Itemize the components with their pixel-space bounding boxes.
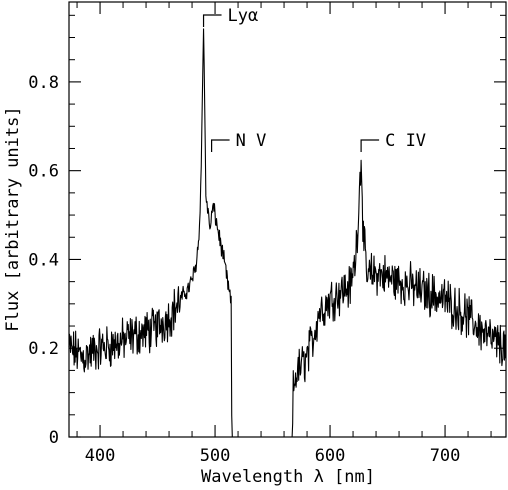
annotation-marker — [360, 139, 380, 152]
x-tick-label: 500 — [200, 446, 231, 466]
x-tick-label: 400 — [85, 446, 116, 466]
x-tick-label: 700 — [430, 446, 461, 466]
spectrum-line-2 — [291, 159, 507, 438]
spectrum-line-1 — [68, 28, 233, 438]
annotation-label: N V — [236, 131, 267, 151]
annotation-marker — [202, 14, 222, 27]
series-layer — [68, 28, 507, 438]
y-axis-label: Flux [arbitrary units] — [3, 106, 23, 331]
y-tick-label: 0.2 — [28, 339, 59, 359]
y-tick-label: 0.4 — [28, 250, 59, 270]
annotation-label: C IV — [385, 131, 426, 151]
y-tick-label: 0 — [49, 428, 59, 448]
x-axis-label: Wavelength λ [nm] — [201, 467, 375, 487]
x-tick-label: 600 — [315, 446, 346, 466]
y-tick-label: 0.8 — [28, 73, 59, 93]
annotation-label: Lyα — [228, 6, 259, 26]
annotation-marker — [211, 139, 230, 152]
annotation-layer: Lyα N V C IV — [202, 6, 426, 152]
plot-frame — [68, 1, 507, 438]
plot-area — [68, 1, 507, 438]
axes-layer: 400 500 600 700 0 0.2 0.4 0.6 0.8 — [28, 2, 506, 466]
y-tick-label: 0.6 — [28, 162, 59, 182]
